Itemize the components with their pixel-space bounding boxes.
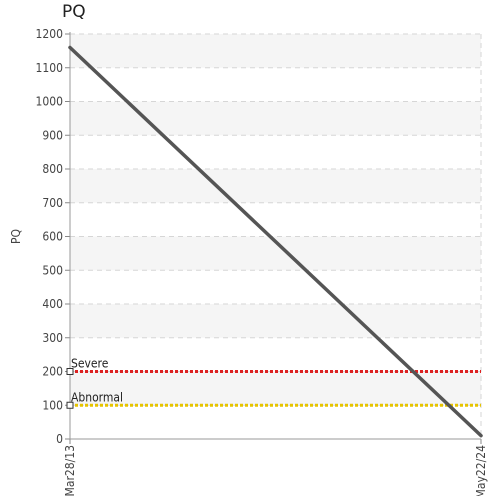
y-tick-label: 400: [42, 297, 63, 311]
grid-band: [70, 304, 481, 338]
y-tick-label: 300: [42, 331, 63, 345]
grid-band: [70, 101, 481, 136]
y-tick-label: 1100: [36, 61, 64, 75]
threshold-marker: [66, 401, 74, 409]
grid-band: [70, 169, 481, 203]
y-tick-label: 900: [42, 128, 63, 142]
threshold-label: Severe: [71, 357, 109, 371]
y-tick-label: 100: [42, 398, 63, 412]
y-axis-label: PQ: [9, 229, 23, 244]
grid-band: [70, 371, 481, 406]
y-tick-label: 1000: [36, 95, 64, 109]
x-tick-label: Mar28/13: [63, 445, 77, 496]
series-line: [68, 45, 483, 438]
threshold-label: Abnormal: [71, 390, 123, 404]
y-tick-label: 700: [42, 196, 63, 210]
y-tick-label: 600: [42, 230, 63, 244]
y-tick-label: 1200: [36, 27, 64, 41]
y-tick-label: 800: [42, 162, 63, 176]
threshold-marker: [66, 368, 74, 375]
x-tick-label: May22/24: [474, 445, 488, 496]
y-tick-label: 500: [42, 263, 63, 277]
y-tick-label: 200: [42, 365, 63, 379]
grid-band: [70, 34, 481, 68]
y-tick-label: 0: [56, 432, 63, 446]
chart-title: PQ: [62, 2, 86, 22]
